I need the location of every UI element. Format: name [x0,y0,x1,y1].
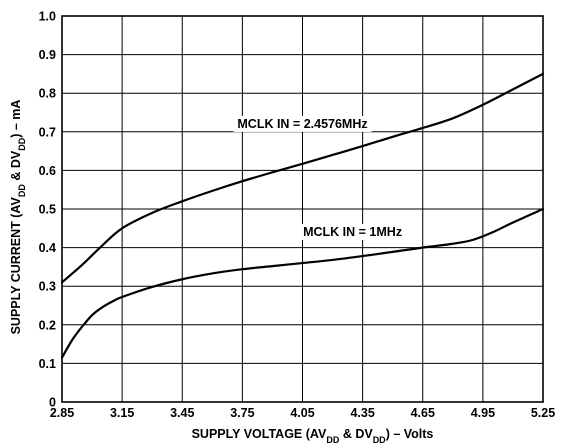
y-tick-label: 0.5 [39,203,56,217]
y-tick-label: 0.3 [39,280,56,294]
x-tick-label: 4.65 [411,406,435,420]
curve-label-group: MCLK IN = 2.4576MHz [233,115,372,132]
x-tick-label: 3.45 [170,406,194,420]
y-tick-label: 0.9 [39,48,56,62]
label-text: ) – Volts [386,427,434,441]
curve-label-background [233,115,372,132]
label-text: & DV [9,150,23,184]
y-tick-label: 0.1 [39,357,56,371]
plot-frame [61,15,544,403]
label-subscript: DD [373,435,386,444]
series-line-mclk-2-4576mhz [60,72,545,284]
x-tick-label: 4.95 [471,406,495,420]
label-subscript: DD [17,184,27,197]
y-axis-label: SUPPLY CURRENT (AVDD & DVDD) – mA [9,100,27,335]
y-tick-label: 0.8 [39,87,56,101]
y-tick-label: 0.2 [39,318,56,332]
curve-label: MCLK IN = 2.4576MHz [237,117,367,131]
curve-labels: MCLK IN = 2.4576MHz MCLK IN = 1MHz [233,115,407,241]
x-tick-label: 3.15 [110,406,134,420]
label-text: SUPPLY VOLTAGE (AV [192,427,327,441]
x-tick-label: 4.35 [350,406,374,420]
x-tick-label: 4.05 [290,406,314,420]
x-tick-label: 2.85 [50,406,74,420]
y-tick-labels: 0 0.1 0.2 0.3 0.4 0.5 0.6 0.7 0.8 0.9 1.0 [39,10,56,410]
x-axis-label: SUPPLY VOLTAGE (AVDD & DVDD) – Volts [192,427,434,444]
curve-label: MCLK IN = 1MHz [303,225,402,239]
label-text: & DV [339,427,373,441]
y-tick-label: 0.7 [39,125,56,139]
y-tick-label: 0.6 [39,164,56,178]
y-tick-label: 1.0 [39,10,56,24]
x-tick-label: 5.25 [531,406,555,420]
label-subscript: DD [326,435,339,444]
y-tick-label: 0 [49,396,56,410]
label-text: SUPPLY CURRENT (AV [9,196,23,334]
label-text: ) – mA [9,100,23,138]
x-tick-labels: 2.85 3.15 3.45 3.75 4.05 4.35 4.65 4.95 5.25 [50,406,555,420]
series-line-mclk-1mhz [60,207,545,359]
y-tick-label: 0.4 [39,241,56,255]
x-tick-label: 3.75 [230,406,254,420]
curve-label-background [299,224,407,241]
series-lines [60,72,545,359]
label-subscript: DD [17,137,27,150]
grid-lines [61,15,544,403]
curve-label-group: MCLK IN = 1MHz [299,224,407,241]
